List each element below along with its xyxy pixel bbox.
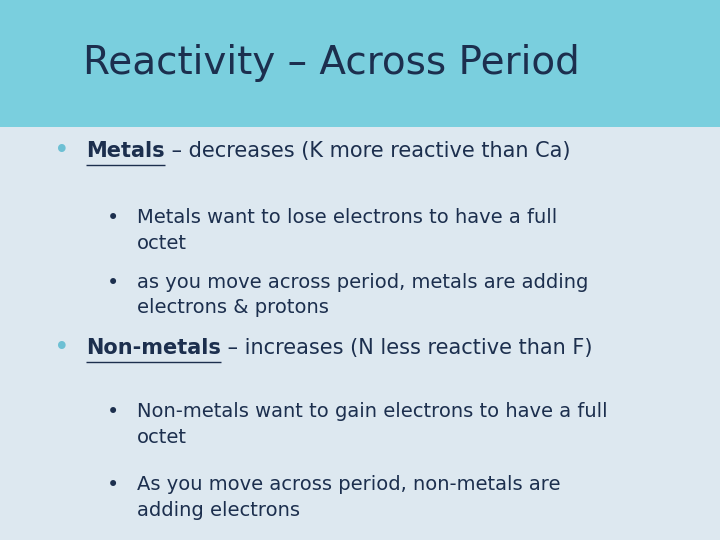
Text: As you move across period, non-metals are
adding electrons: As you move across period, non-metals ar…	[137, 475, 560, 520]
Text: •: •	[54, 335, 70, 361]
FancyBboxPatch shape	[0, 0, 720, 127]
Text: – increases (N less reactive than F): – increases (N less reactive than F)	[221, 338, 593, 359]
Text: •: •	[107, 208, 119, 228]
Text: •: •	[107, 475, 119, 495]
Text: Metals: Metals	[86, 141, 165, 161]
Text: •: •	[107, 402, 119, 422]
Text: Metals want to lose electrons to have a full
octet: Metals want to lose electrons to have a …	[137, 208, 557, 253]
Text: as you move across period, metals are adding
electrons & protons: as you move across period, metals are ad…	[137, 273, 588, 318]
Text: Reactivity – Across Period: Reactivity – Across Period	[83, 44, 580, 83]
Text: Non-metals: Non-metals	[86, 338, 221, 359]
Text: Non-metals want to gain electrons to have a full
octet: Non-metals want to gain electrons to hav…	[137, 402, 608, 447]
Text: •: •	[54, 138, 70, 164]
Text: •: •	[107, 273, 119, 293]
Text: – decreases (K more reactive than Ca): – decreases (K more reactive than Ca)	[165, 141, 570, 161]
